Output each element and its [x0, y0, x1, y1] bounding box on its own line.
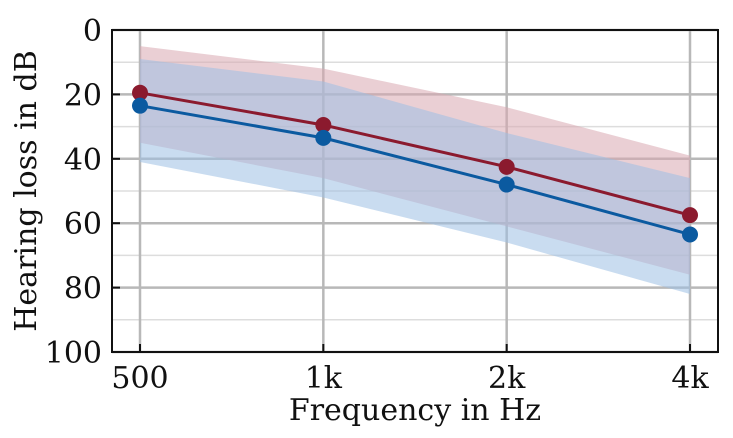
- x-axis-label: Frequency in Hz: [289, 393, 541, 428]
- series-1-point-500: [132, 84, 148, 101]
- plot-frame: [111, 29, 719, 353]
- data-points: [132, 84, 698, 243]
- tick-labels: 0 20 40 60 80 100 500 1k 2k 4k: [45, 14, 710, 396]
- y-axis-label: Hearing loss in dB: [9, 50, 44, 331]
- y-tick-label-80: 80: [64, 272, 102, 307]
- y-tick-label-0: 0: [83, 14, 102, 49]
- series-1-line: [139, 91, 691, 217]
- x-tick-label-4k: 4k: [671, 361, 709, 396]
- y-tick-label-40: 40: [64, 143, 102, 178]
- x-tick-label-500: 500: [111, 361, 168, 396]
- series-2-line: [139, 104, 691, 236]
- series-2-point-1k: [315, 129, 332, 146]
- y-tick-label-100: 100: [45, 336, 102, 371]
- series-1-point-4k: [682, 207, 698, 224]
- series-lines: [139, 91, 691, 236]
- series-1-point-1k: [315, 116, 332, 133]
- y-tick-label-60: 60: [64, 207, 102, 242]
- series-2-point-4k: [682, 226, 698, 243]
- y-tick-label-20: 20: [64, 78, 102, 113]
- series-2-point-500: [132, 97, 148, 114]
- series-2-point-2k: [498, 176, 515, 193]
- x-tick-label-1k: 1k: [305, 361, 343, 396]
- spread-bands: [140, 46, 690, 295]
- series-1-point-2k: [498, 158, 515, 175]
- x-tick-label-2k: 2k: [488, 361, 526, 396]
